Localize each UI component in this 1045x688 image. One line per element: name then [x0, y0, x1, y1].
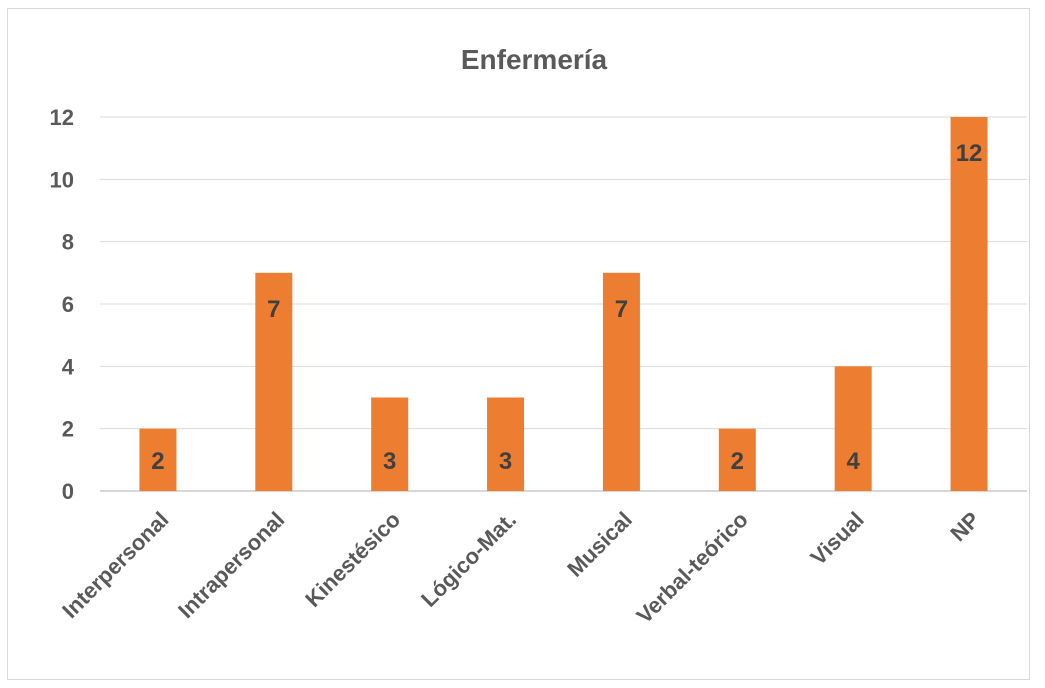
- y-axis-ticks: 0 2 4 6 8 10 12: [50, 105, 75, 504]
- x-tick-label: Intrapersonal: [173, 507, 289, 623]
- y-tick-label: 2: [62, 417, 74, 442]
- y-tick-label: 8: [62, 230, 74, 255]
- data-label: 3: [499, 448, 512, 475]
- bar: [371, 397, 409, 491]
- y-tick-label: 10: [50, 167, 74, 192]
- x-tick-label: Interpersonal: [57, 507, 173, 623]
- data-label: 2: [731, 448, 744, 475]
- x-tick-label: Lógico-Mat.: [416, 507, 521, 612]
- data-label: 7: [267, 296, 280, 323]
- bar: [255, 272, 293, 491]
- y-tick-label: 12: [50, 105, 74, 130]
- bar: [602, 272, 640, 491]
- x-tick-label: Visual: [805, 507, 868, 570]
- x-tick-label: Musical: [562, 507, 637, 582]
- data-labels: 2 7 3 3 7 2 4 12: [151, 140, 982, 475]
- data-label: 3: [383, 448, 396, 475]
- bar: [718, 428, 756, 491]
- data-label: 4: [847, 448, 861, 475]
- bar: [487, 397, 525, 491]
- bar: [834, 366, 872, 491]
- x-tick-label: NP: [945, 507, 984, 546]
- x-tick-label: Kinestésico: [300, 507, 405, 612]
- y-tick-label: 0: [62, 479, 74, 504]
- gridlines: [100, 116, 1027, 492]
- data-label: 2: [151, 448, 164, 475]
- x-axis-ticks: Interpersonal Intrapersonal Kinestésico Lóg…: [57, 507, 984, 628]
- x-tick-label: Verbal-teórico: [631, 507, 752, 628]
- bars: [139, 117, 988, 491]
- bar: [950, 117, 988, 491]
- chart-title: Enfermería: [461, 44, 608, 75]
- y-tick-label: 4: [62, 354, 75, 379]
- data-label: 7: [615, 296, 628, 323]
- y-tick-label: 6: [62, 292, 74, 317]
- chart-frame: [7, 8, 1030, 680]
- bar: [139, 428, 177, 491]
- data-label: 12: [956, 140, 983, 167]
